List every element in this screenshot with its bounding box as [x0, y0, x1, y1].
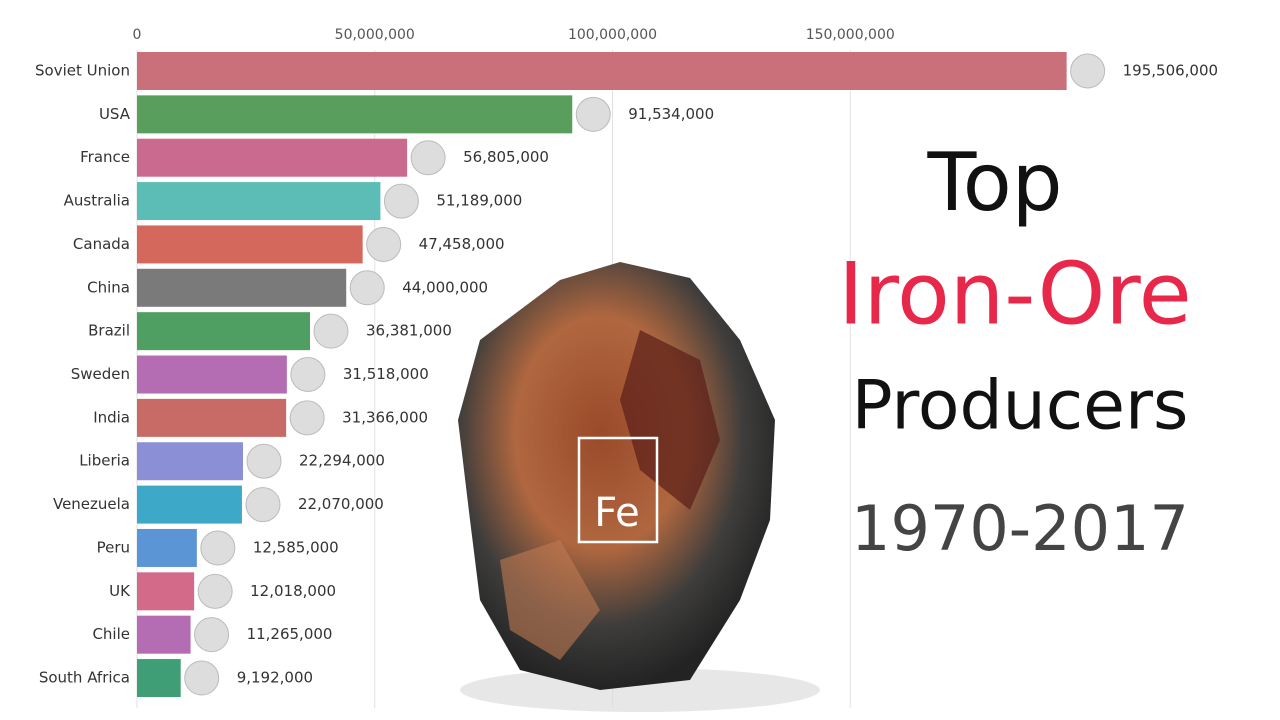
bar — [137, 355, 287, 394]
value-label: 91,534,000 — [628, 105, 714, 123]
flag-icon — [289, 400, 325, 436]
title-line: Iron-Ore — [838, 244, 1191, 344]
category-label: France — [80, 148, 130, 166]
bar — [137, 138, 408, 177]
category-label: China — [87, 278, 130, 296]
category-label: Venezuela — [53, 495, 130, 513]
value-label: 9,192,000 — [237, 669, 313, 687]
title-line: Producers — [852, 367, 1189, 446]
flag-icon — [349, 270, 385, 306]
flag-icon — [246, 443, 282, 479]
flag-icon — [245, 487, 281, 523]
title-line: Top — [927, 136, 1063, 229]
category-label: South Africa — [39, 669, 130, 687]
bar — [137, 398, 287, 437]
bar — [137, 182, 381, 221]
value-label: 47,458,000 — [419, 235, 505, 253]
bar — [137, 615, 191, 654]
category-label: Peru — [97, 538, 130, 556]
bar — [137, 312, 310, 351]
category-label: USA — [99, 105, 131, 123]
bar — [137, 572, 195, 611]
category-label: India — [93, 408, 130, 426]
bar — [137, 528, 197, 567]
value-label: 56,805,000 — [463, 148, 549, 166]
category-label: Canada — [73, 235, 130, 253]
bar — [137, 485, 242, 524]
flag-icon — [410, 140, 446, 176]
category-label: Sweden — [71, 365, 130, 383]
value-label: 22,294,000 — [299, 452, 385, 470]
category-label: Brazil — [88, 322, 130, 340]
value-label: 31,366,000 — [342, 408, 428, 426]
category-label: UK — [109, 582, 131, 600]
bar — [137, 52, 1067, 90]
bar — [137, 95, 573, 134]
value-label: 11,265,000 — [247, 625, 333, 643]
value-label: 51,189,000 — [436, 192, 522, 210]
value-label: 22,070,000 — [298, 495, 384, 513]
category-label: Soviet Union — [35, 62, 130, 80]
subtitle: 1970-2017 — [851, 492, 1189, 565]
flag-icon — [313, 313, 349, 349]
plot-area: 0 50,000,000 100,000,000 150,000,000 Soviet … — [35, 27, 1218, 709]
flag-icon — [197, 573, 233, 609]
value-label: 12,585,000 — [253, 538, 339, 556]
bar — [137, 225, 363, 264]
bar — [137, 442, 244, 481]
element-symbol: Fe — [594, 490, 639, 536]
flag-icon — [194, 617, 230, 653]
value-label: 44,000,000 — [402, 278, 488, 296]
flag-icon — [184, 660, 220, 696]
value-label: 31,518,000 — [343, 365, 429, 383]
x-tick-label: 100,000,000 — [568, 27, 657, 43]
category-label: Chile — [92, 625, 130, 643]
flag-icon — [290, 357, 326, 393]
value-label: 195,506,000 — [1123, 62, 1218, 80]
x-tick-label: 50,000,000 — [335, 27, 415, 43]
value-label: 36,381,000 — [366, 322, 452, 340]
flag-icon — [575, 96, 611, 132]
category-label: Liberia — [79, 452, 130, 470]
value-label: 12,018,000 — [250, 582, 336, 600]
rock-illustration: Fe — [458, 262, 820, 712]
category-label: Australia — [64, 192, 130, 210]
flag-icon — [200, 530, 236, 566]
x-tick-label: 150,000,000 — [806, 27, 895, 43]
bar — [137, 268, 347, 307]
flag-icon — [1070, 53, 1106, 89]
x-tick-label: 0 — [133, 27, 142, 43]
flag-icon — [383, 183, 419, 219]
bar — [137, 659, 181, 698]
flag-icon — [366, 226, 402, 262]
